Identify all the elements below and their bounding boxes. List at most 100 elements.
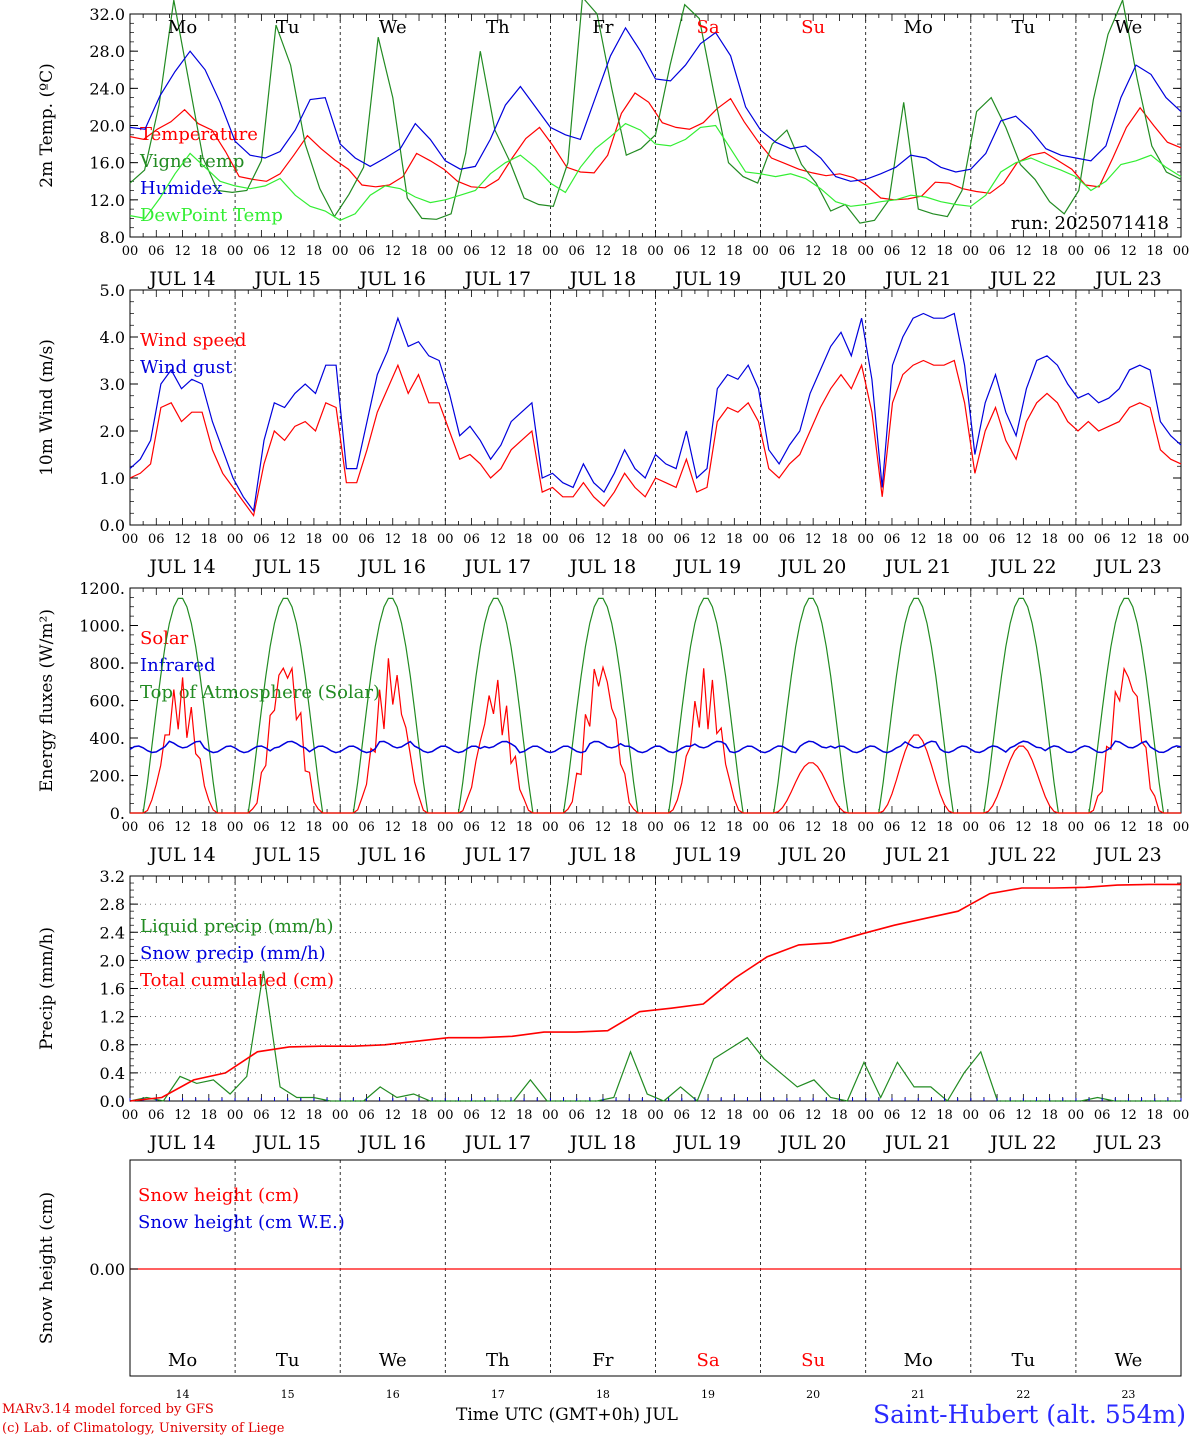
series-line xyxy=(129,26,1182,182)
y-tick-label: 3.0 xyxy=(100,375,125,394)
hour-label: 00 xyxy=(857,1108,874,1123)
hour-label: 06 xyxy=(1094,244,1111,259)
hour-label: 06 xyxy=(358,1108,375,1123)
weekday-label: Su xyxy=(801,17,825,38)
hour-label: 00 xyxy=(752,1108,769,1123)
hour-label: 12 xyxy=(595,820,612,835)
hour-label: 18 xyxy=(726,1108,743,1123)
hour-label: 00 xyxy=(227,532,244,547)
hour-label: 06 xyxy=(463,1108,480,1123)
series-line xyxy=(129,122,1182,221)
hour-label: 18 xyxy=(201,244,218,259)
weekday-label: Tu xyxy=(1012,1350,1036,1371)
hour-label: 12 xyxy=(384,1108,401,1123)
hour-label: 18 xyxy=(516,1108,533,1123)
date-label: JUL 17 xyxy=(463,844,531,866)
date-label: JUL 18 xyxy=(568,268,636,290)
panel-frame xyxy=(129,13,1182,238)
run-label: run: 2025071418 xyxy=(1011,213,1169,234)
hour-label: 06 xyxy=(884,820,901,835)
hour-label: 18 xyxy=(936,820,953,835)
hour-label: 18 xyxy=(1146,820,1163,835)
legend-entry: Total cumulated (cm) xyxy=(140,970,334,991)
series-line xyxy=(129,92,1182,201)
hour-label: 18 xyxy=(1041,1108,1058,1123)
hour-label: 18 xyxy=(936,1108,953,1123)
credit-model: MARv3.14 model forced by GFS xyxy=(2,1402,214,1417)
hour-label: 12 xyxy=(384,820,401,835)
date-label: JUL 16 xyxy=(358,1132,426,1154)
hour-label: 06 xyxy=(674,1108,691,1123)
hour-label: 12 xyxy=(279,532,296,547)
y-tick-label: 16.0 xyxy=(89,154,125,173)
hour-label: 06 xyxy=(884,532,901,547)
hour-label: 06 xyxy=(253,244,270,259)
hour-label: 06 xyxy=(989,244,1006,259)
hour-label: 18 xyxy=(1146,1108,1163,1123)
date-label: JUL 19 xyxy=(673,844,741,866)
legend-entry: Snow height (cm W.E.) xyxy=(138,1212,345,1233)
y-tick-label: 2.8 xyxy=(100,895,125,914)
hour-label: 12 xyxy=(174,1108,191,1123)
series-line xyxy=(129,312,1182,513)
y-tick-label: 32.0 xyxy=(89,5,125,24)
legend-entry: Liquid precip (mm/h) xyxy=(140,916,334,937)
legend-entry: Top of Atmosphere (Solar) xyxy=(140,682,380,703)
date-label: JUL 21 xyxy=(883,268,951,290)
hour-label: 06 xyxy=(463,820,480,835)
weekday-label: Th xyxy=(486,1350,510,1371)
hour-label: 18 xyxy=(621,532,638,547)
hour-label: 06 xyxy=(358,244,375,259)
hour-label: 00 xyxy=(122,532,139,547)
day-number-label: 19 xyxy=(701,1388,715,1401)
date-label: JUL 19 xyxy=(673,556,741,578)
hour-label: 12 xyxy=(490,532,507,547)
hour-label: 18 xyxy=(726,532,743,547)
y-tick-label: 24.0 xyxy=(89,79,125,98)
hour-label: 18 xyxy=(516,532,533,547)
hour-label: 06 xyxy=(779,820,796,835)
date-label: JUL 16 xyxy=(358,268,426,290)
hour-label: 18 xyxy=(411,532,428,547)
hour-label: 12 xyxy=(174,820,191,835)
date-label: JUL 22 xyxy=(988,268,1056,290)
y-tick-label: 28.0 xyxy=(89,42,125,61)
y-tick-label: 200. xyxy=(89,767,125,786)
hour-label: 12 xyxy=(279,820,296,835)
weekday-label: Tu xyxy=(276,1350,300,1371)
day-number-label: 15 xyxy=(281,1388,295,1401)
hour-label: 18 xyxy=(201,820,218,835)
hour-label: 12 xyxy=(1015,244,1032,259)
date-label: JUL 18 xyxy=(568,1132,636,1154)
date-label: JUL 21 xyxy=(883,844,951,866)
y-tick-label: 8.0 xyxy=(100,228,125,247)
weekday-label: Fr xyxy=(592,17,613,38)
y-axis-label: Snow height (cm) xyxy=(37,1192,57,1344)
y-axis-label: 2m Temp. (ºC) xyxy=(37,63,57,188)
hour-label: 06 xyxy=(148,244,165,259)
hour-label: 18 xyxy=(201,532,218,547)
hour-label: 00 xyxy=(857,820,874,835)
series-line xyxy=(129,359,1182,518)
legend-entry: Snow height (cm) xyxy=(138,1185,299,1206)
hour-label: 12 xyxy=(384,244,401,259)
legend-entry: Humidex xyxy=(140,178,222,199)
hour-label: 12 xyxy=(279,1108,296,1123)
date-label: JUL 20 xyxy=(778,1132,846,1154)
hour-label: 12 xyxy=(700,820,717,835)
hour-label: 18 xyxy=(831,532,848,547)
hour-label: 18 xyxy=(1041,820,1058,835)
date-label: JUL 22 xyxy=(988,556,1056,578)
date-label: JUL 17 xyxy=(463,1132,531,1154)
hour-label: 12 xyxy=(1120,1108,1137,1123)
hour-label: 18 xyxy=(306,244,323,259)
day-number-label: 21 xyxy=(911,1388,925,1401)
hour-label: 18 xyxy=(621,820,638,835)
hour-label: 06 xyxy=(568,820,585,835)
hour-label: 06 xyxy=(884,244,901,259)
hour-label: 12 xyxy=(805,532,822,547)
legend-entry: Solar xyxy=(140,628,189,649)
hour-label: 06 xyxy=(989,1108,1006,1123)
hour-label: 06 xyxy=(148,1108,165,1123)
hour-label: 00 xyxy=(752,820,769,835)
